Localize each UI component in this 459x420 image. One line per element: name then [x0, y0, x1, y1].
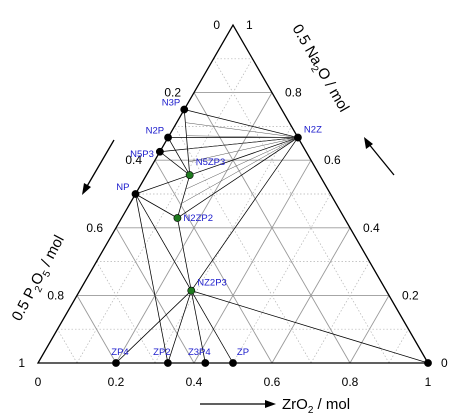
phase-label-zp2: ZP2 [153, 347, 170, 358]
tie-line [190, 290, 234, 364]
na2o-title-text: 0.5 Na2O / mol [286, 22, 352, 117]
grid-lines [57, 58, 409, 364]
tie-line [184, 109, 299, 138]
p2o5-tick-label: 0.8 [47, 288, 64, 302]
na2o-axis-ticks: 1 0.8 0.6 0.4 0.2 0 [246, 18, 448, 370]
na2o-tick-label: 0.4 [363, 221, 380, 235]
tie-line [115, 290, 192, 364]
phase-point-n2z [294, 133, 302, 142]
tie-line [191, 290, 429, 364]
p2o5-tick-label: 0.2 [164, 86, 181, 100]
phase-point-n5p3 [155, 147, 164, 156]
p2o5-arrow-line [85, 139, 115, 189]
tie-lines [115, 109, 429, 364]
grid-line [388, 329, 409, 364]
phase-point-n2zp2 [173, 214, 182, 222]
phase-label-np: NP [116, 182, 129, 193]
p2o5-tick-label: 0 [213, 18, 220, 32]
tie-line [135, 174, 190, 195]
zro2-tick-label: 0.6 [264, 375, 281, 389]
na2o-arrow-line [367, 142, 395, 176]
tie-line [167, 137, 191, 176]
na2o-tick-label: 0.6 [324, 153, 341, 167]
tie-line [185, 122, 298, 138]
grid-line [174, 126, 312, 364]
na2o-tick-label: 0.2 [402, 288, 419, 302]
phase-points: N3P N2P N5P3 NP N2Z N5ZP3 N2ZP2 NZ2P3 ZP4 ZP2 Z3P4… [111, 98, 432, 367]
tie-line [181, 137, 299, 204]
zro2-arrow-head [265, 400, 276, 408]
phase-label-zp4: ZP4 [111, 347, 128, 358]
phase-point-n5zp3 [185, 171, 194, 179]
p2o5-axis-ticks: 0 0.2 0.4 0.6 0.8 1 [18, 18, 220, 370]
tie-line [177, 174, 191, 219]
phase-label-n5p3: N5P3 [130, 149, 154, 160]
zro2-tick-label: 1 [425, 375, 432, 389]
phase-point-zp2 [163, 359, 172, 367]
tie-line [297, 137, 429, 364]
triangle-frame [36, 23, 430, 364]
tie-line [190, 137, 299, 291]
phase-label-n5zp3: N5ZP3 [196, 157, 226, 168]
tie-line [159, 151, 190, 176]
phase-point-n2p [164, 133, 172, 142]
tie-line [167, 290, 192, 364]
na2o-arrow-head [364, 137, 373, 149]
na2o-tick-label: 0.8 [285, 86, 302, 100]
p2o5-tick-label: 0.6 [86, 221, 103, 235]
phase-label-z3p4: Z3P4 [188, 347, 211, 358]
zro2-tick-label: 0.2 [108, 375, 125, 389]
phase-label-n2zp2: N2ZP2 [183, 213, 213, 224]
phase-label-zp: ZP [237, 347, 249, 358]
na2o-tick-label: 0 [441, 356, 448, 370]
phase-point-zp [229, 359, 237, 367]
grid-line [57, 329, 78, 364]
tie-line [135, 193, 178, 219]
tie-line [185, 137, 299, 190]
p2o5-tick-label: 0.4 [125, 153, 142, 167]
tie-line [183, 109, 191, 176]
phase-label-n3p: N3P [162, 98, 180, 109]
tie-line [177, 217, 192, 291]
zro2-axis-ticks: 0 0.2 0.4 0.6 0.8 1 [35, 375, 432, 389]
na2o-tick-label: 1 [246, 18, 253, 32]
tie-line [177, 137, 299, 219]
tie-line [188, 137, 298, 163]
grid-line [76, 295, 117, 364]
phase-point-np [131, 190, 140, 198]
phase-point-nz2p3 [187, 286, 196, 295]
zro2-title-text: ZrO2 / mol [282, 396, 350, 416]
tie-line [190, 290, 206, 364]
zro2-axis-title: ZrO2 / mol [200, 396, 350, 416]
zro2-tick-label: 0.4 [186, 375, 203, 389]
phase-label-n2z: N2Z [304, 125, 322, 136]
tie-line [189, 137, 299, 176]
tie-line [135, 193, 192, 291]
na2o-axis-title: 0.5 Na2O / mol [286, 22, 395, 176]
zro2-tick-label: 0 [35, 375, 42, 389]
p2o5-tick-label: 1 [18, 356, 25, 370]
tie-line [186, 135, 298, 138]
zro2-tick-label: 0.8 [342, 375, 359, 389]
grid-line [232, 193, 331, 364]
phase-point-zp4 [112, 359, 120, 367]
grid-line [213, 58, 390, 364]
grid-line [310, 261, 370, 364]
tie-line [187, 137, 298, 150]
p2o5-arrow-head [82, 183, 91, 195]
phase-point-zro2 [424, 359, 432, 367]
phase-point-z3p4 [201, 359, 210, 367]
phase-label-n2p: N2P [146, 126, 164, 137]
tie-line [135, 193, 169, 364]
grid-line [154, 159, 273, 364]
phase-point-n3p [180, 105, 189, 114]
phase-label-nz2p3: NZ2P3 [197, 278, 227, 289]
p2o5-title-text: 0.5 P2O5 / mol [9, 232, 71, 325]
